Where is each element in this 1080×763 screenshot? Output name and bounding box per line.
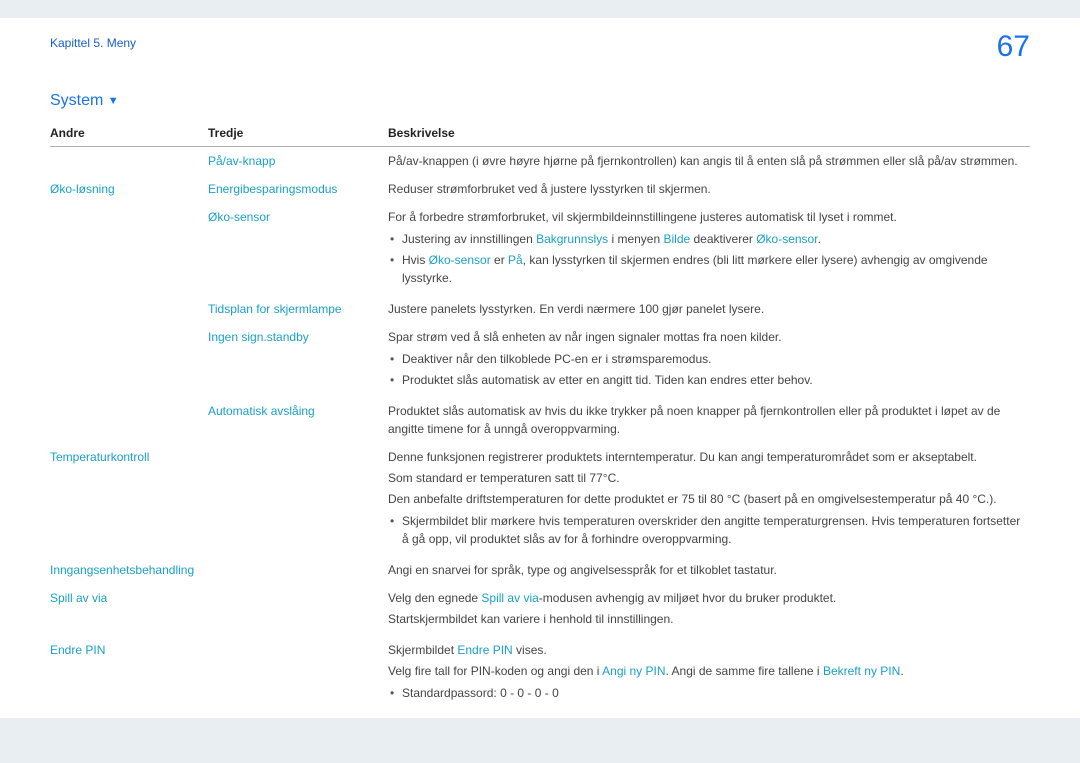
table-row: Inngangsenhetsbehandling Angi en snarvei… bbox=[50, 556, 1030, 584]
dropdown-triangle-icon: ▼ bbox=[108, 95, 119, 107]
setting-label: Ingen sign.standby bbox=[208, 323, 388, 397]
category-label: Temperaturkontroll bbox=[50, 443, 208, 556]
bullet-list: Deaktiver når den tilkoblede PC-en er i … bbox=[388, 350, 1022, 389]
list-item: Standardpassord: 0 - 0 - 0 - 0 bbox=[388, 684, 1022, 702]
category-label: Endre PIN bbox=[50, 636, 208, 710]
list-item: Skjermbildet blir mørkere hvis temperatu… bbox=[388, 512, 1022, 548]
section-title-text: System bbox=[50, 92, 103, 109]
text-part: . bbox=[900, 664, 903, 678]
setting-desc: For å forbedre strømforbruket, vil skjer… bbox=[388, 203, 1030, 295]
setting-label: Automatisk avslåing bbox=[208, 397, 388, 443]
table-header-row: Andre Tredje Beskrivelse bbox=[50, 120, 1030, 147]
setting-desc: Reduser strømforbruket ved å justere lys… bbox=[388, 175, 1030, 203]
table-row: Spill av via Velg den egnede Spill av vi… bbox=[50, 584, 1030, 636]
list-item: Justering av innstillingen Bakgrunnslys … bbox=[388, 230, 1022, 248]
text-part: i menyen bbox=[608, 232, 663, 246]
setting-desc: Denne funksjonen registrerer produktets … bbox=[388, 443, 1030, 556]
highlight-text: Bilde bbox=[663, 232, 690, 246]
category-label: Inngangsenhetsbehandling bbox=[50, 556, 208, 584]
text-part: . Angi de samme fire tallene i bbox=[666, 664, 823, 678]
category-label: Øko-løsning bbox=[50, 175, 208, 203]
table-row: Ingen sign.standby Spar strøm ved å slå … bbox=[50, 323, 1030, 397]
desc-text: Spar strøm ved å slå enheten av når inge… bbox=[388, 328, 1022, 346]
highlight-text: Spill av via bbox=[481, 591, 538, 605]
highlight-text: Øko-sensor bbox=[756, 232, 817, 246]
table-row: På/av-knapp På/av-knappen (i øvre høyre … bbox=[50, 147, 1030, 176]
table-row: Endre PIN Skjermbildet Endre PIN vises. … bbox=[50, 636, 1030, 710]
desc-text: Startskjermbildet kan variere i henhold … bbox=[388, 610, 1022, 628]
text-part: . bbox=[818, 232, 821, 246]
desc-text: Som standard er temperaturen satt til 77… bbox=[388, 469, 1022, 487]
table-row: Temperaturkontroll Denne funksjonen regi… bbox=[50, 443, 1030, 556]
highlight-text: Øko-sensor bbox=[429, 253, 491, 267]
list-item: Hvis Øko-sensor er På, kan lysstyrken ti… bbox=[388, 251, 1022, 287]
page-number: 67 bbox=[997, 30, 1030, 64]
setting-desc: Skjermbildet Endre PIN vises. Velg fire … bbox=[388, 636, 1030, 710]
desc-text: Velg fire tall for PIN-koden og angi den… bbox=[388, 662, 1022, 680]
setting-label: Energibesparingsmodus bbox=[208, 175, 388, 203]
chapter-label: Kapittel 5. Meny bbox=[50, 36, 136, 50]
setting-label: Øko-sensor bbox=[208, 203, 388, 295]
category-label: Spill av via bbox=[50, 584, 208, 636]
setting-desc: Justere panelets lysstyrken. En verdi næ… bbox=[388, 295, 1030, 323]
highlight-text: Angi ny PIN bbox=[602, 664, 665, 678]
table-row: Automatisk avslåing Produktet slås autom… bbox=[50, 397, 1030, 443]
desc-text: Skjermbildet Endre PIN vises. bbox=[388, 641, 1022, 659]
bullet-list: Skjermbildet blir mørkere hvis temperatu… bbox=[388, 512, 1022, 548]
bullet-list: Justering av innstillingen Bakgrunnslys … bbox=[388, 230, 1022, 287]
text-part: vises. bbox=[513, 643, 547, 657]
setting-desc: På/av-knappen (i øvre høyre hjørne på fj… bbox=[388, 147, 1030, 176]
table-row: Øko-løsning Energibesparingsmodus Reduse… bbox=[50, 175, 1030, 203]
highlight-text: På bbox=[508, 253, 523, 267]
setting-desc: Produktet slås automatisk av hvis du ikk… bbox=[388, 397, 1030, 443]
section-title: System ▼ bbox=[50, 92, 1030, 110]
document-page: Kapittel 5. Meny 67 System ▼ Andre Tredj… bbox=[0, 18, 1080, 718]
text-part: er bbox=[491, 253, 508, 267]
col-header-tredje: Tredje bbox=[208, 120, 388, 147]
text-part: Skjermbildet bbox=[388, 643, 457, 657]
col-header-beskrivelse: Beskrivelse bbox=[388, 120, 1030, 147]
table-row: Tidsplan for skjermlampe Justere panelet… bbox=[50, 295, 1030, 323]
page-header: Kapittel 5. Meny 67 bbox=[0, 18, 1080, 64]
setting-desc: Angi en snarvei for språk, type og angiv… bbox=[388, 556, 1030, 584]
text-part: Hvis bbox=[402, 253, 429, 267]
text-part: -modusen avhengig av miljøet hvor du bru… bbox=[539, 591, 837, 605]
highlight-text: Endre PIN bbox=[457, 643, 512, 657]
setting-label: Tidsplan for skjermlampe bbox=[208, 295, 388, 323]
desc-text: Velg den egnede Spill av via-modusen avh… bbox=[388, 589, 1022, 607]
text-part: deaktiverer bbox=[690, 232, 756, 246]
setting-desc: Spar strøm ved å slå enheten av når inge… bbox=[388, 323, 1030, 397]
desc-text: Den anbefalte driftstemperaturen for det… bbox=[388, 490, 1022, 508]
list-item: Deaktiver når den tilkoblede PC-en er i … bbox=[388, 350, 1022, 368]
text-part: Justering av innstillingen bbox=[402, 232, 536, 246]
highlight-text: Bekreft ny PIN bbox=[823, 664, 900, 678]
highlight-text: Bakgrunnslys bbox=[536, 232, 608, 246]
table-row: Øko-sensor For å forbedre strømforbruket… bbox=[50, 203, 1030, 295]
desc-text: Denne funksjonen registrerer produktets … bbox=[388, 448, 1022, 466]
setting-desc: Velg den egnede Spill av via-modusen avh… bbox=[388, 584, 1030, 636]
desc-text: For å forbedre strømforbruket, vil skjer… bbox=[388, 208, 1022, 226]
list-item: Produktet slås automatisk av etter en an… bbox=[388, 371, 1022, 389]
text-part: Velg fire tall for PIN-koden og angi den… bbox=[388, 664, 602, 678]
col-header-andre: Andre bbox=[50, 120, 208, 147]
page-content: System ▼ Andre Tredje Beskrivelse På/av-… bbox=[0, 64, 1080, 710]
text-part: Velg den egnede bbox=[388, 591, 481, 605]
setting-label: På/av-knapp bbox=[208, 147, 388, 176]
bullet-list: Standardpassord: 0 - 0 - 0 - 0 bbox=[388, 684, 1022, 702]
settings-table: Andre Tredje Beskrivelse På/av-knapp På/… bbox=[50, 120, 1030, 710]
